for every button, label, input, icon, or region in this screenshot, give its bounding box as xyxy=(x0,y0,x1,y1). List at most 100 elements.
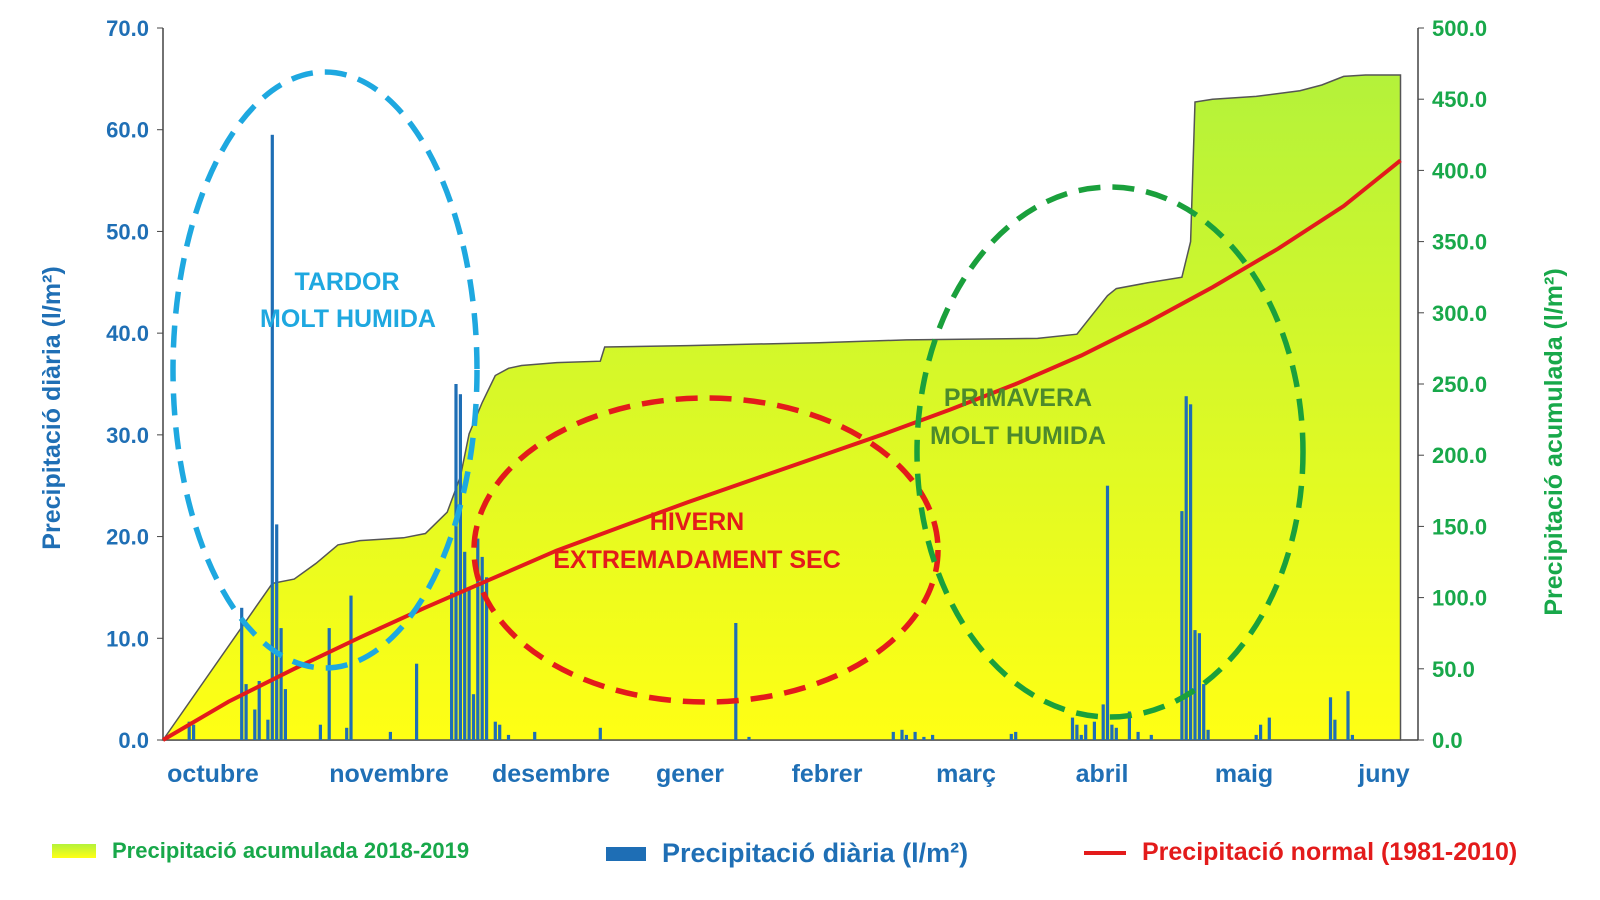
legend-accumulated-label: Precipitació acumulada 2018-2019 xyxy=(112,838,470,863)
left-axis-ticks: 0.0 10.0 20.0 30.0 40.0 50.0 60.0 70.0 xyxy=(106,16,163,753)
daily-bar xyxy=(266,719,270,740)
right-tick-label: 50.0 xyxy=(1432,657,1475,682)
right-tick-label: 400.0 xyxy=(1432,158,1487,183)
autumn-ellipse xyxy=(170,69,480,671)
daily-bar xyxy=(1202,684,1206,740)
legend-normal-swatch xyxy=(1084,850,1126,855)
month-label: gener xyxy=(656,760,724,788)
chart: 0.0 10.0 20.0 30.0 40.0 50.0 60.0 70.0 0.0 50.0 1… xyxy=(38,16,1568,788)
right-tick-label: 500.0 xyxy=(1432,16,1487,41)
daily-bar xyxy=(1189,404,1193,740)
winter-label-line2: EXTREMADAMENT SEC xyxy=(553,546,841,574)
legend-accumulated: Precipitació acumulada 2018-2019 xyxy=(52,838,469,864)
daily-bar xyxy=(904,734,908,740)
legend-normal-label: Precipitació normal (1981-2010) xyxy=(1142,838,1518,866)
left-tick-label: 30.0 xyxy=(106,423,149,448)
legend-normal: Precipitació normal (1981-2010) xyxy=(1084,838,1517,867)
daily-bar xyxy=(913,731,917,740)
daily-bar xyxy=(1197,633,1201,740)
daily-bar xyxy=(1193,630,1197,740)
daily-bar xyxy=(1079,734,1083,740)
month-label: febrer xyxy=(792,760,863,788)
month-label: juny xyxy=(1357,760,1409,788)
daily-bar xyxy=(463,551,467,740)
month-label: octubre xyxy=(167,760,259,788)
daily-bar xyxy=(1333,719,1337,740)
daily-bars xyxy=(187,134,1354,741)
daily-bar xyxy=(1184,396,1188,740)
autumn-label-line1: TARDOR xyxy=(294,268,399,296)
daily-bar xyxy=(345,727,349,740)
daily-bar xyxy=(1114,727,1118,740)
month-label: maig xyxy=(1215,760,1273,788)
month-label: abril xyxy=(1076,760,1129,788)
winter-label-line1: HIVERN xyxy=(650,508,744,536)
daily-bar xyxy=(318,724,322,740)
daily-bar xyxy=(275,524,279,740)
daily-bar xyxy=(598,727,602,740)
daily-bar xyxy=(270,134,274,741)
daily-bar xyxy=(922,736,926,740)
spring-label-line2: MOLT HUMIDA xyxy=(930,422,1106,450)
daily-bar xyxy=(1105,485,1110,740)
month-label: desembre xyxy=(492,760,610,788)
daily-bar xyxy=(458,394,462,740)
left-axis-title: Precipitació diària (l/m²) xyxy=(38,266,66,549)
daily-bar xyxy=(485,577,489,740)
month-label: març xyxy=(936,760,996,788)
right-tick-label: 450.0 xyxy=(1432,87,1487,112)
daily-bar xyxy=(1136,731,1140,740)
left-tick-label: 50.0 xyxy=(106,219,149,244)
right-axis-title: Precipitació acumulada (l/m²) xyxy=(1540,268,1568,615)
right-axis-ticks: 0.0 50.0 100.0 150.0 200.0 250.0 300.0 350.0 400… xyxy=(1418,16,1487,753)
daily-bar xyxy=(1075,724,1079,740)
daily-bar xyxy=(747,736,751,740)
daily-bar xyxy=(493,721,497,740)
daily-bar xyxy=(480,556,484,740)
left-tick-label: 60.0 xyxy=(106,118,149,143)
daily-bar xyxy=(187,721,191,740)
right-tick-label: 350.0 xyxy=(1432,230,1487,255)
right-tick-label: 200.0 xyxy=(1432,443,1487,468)
daily-bar xyxy=(388,731,392,740)
daily-bar xyxy=(1084,724,1088,740)
daily-bar xyxy=(476,538,480,740)
legend-daily-label: Precipitació diària (l/m²) xyxy=(662,838,969,868)
left-tick-label: 10.0 xyxy=(106,626,149,651)
month-labels: octubre novembre desembre gener febrer març ab… xyxy=(167,760,1410,788)
daily-bar xyxy=(1009,733,1013,740)
right-tick-label: 0.0 xyxy=(1432,728,1463,753)
daily-bar xyxy=(1070,717,1075,740)
left-tick-label: 0.0 xyxy=(118,728,149,753)
daily-bar xyxy=(498,724,502,740)
daily-bar xyxy=(327,628,331,740)
daily-bar xyxy=(1267,717,1271,740)
winter-ellipse xyxy=(471,395,941,705)
daily-bar xyxy=(349,595,353,740)
daily-bar xyxy=(1259,724,1263,740)
daily-bar xyxy=(244,684,248,740)
spring-ellipse xyxy=(914,184,1306,720)
daily-bar xyxy=(240,607,244,740)
daily-bar xyxy=(1014,731,1018,740)
daily-bar xyxy=(1110,724,1114,740)
left-tick-label: 20.0 xyxy=(106,525,149,550)
daily-bar xyxy=(454,384,458,740)
daily-bar xyxy=(1328,697,1333,740)
daily-bar xyxy=(900,729,904,740)
daily-bar xyxy=(1101,704,1105,740)
daily-bar xyxy=(734,623,738,740)
daily-bar xyxy=(1206,729,1210,740)
legend-daily: Precipitació diària (l/m²) xyxy=(606,838,968,869)
daily-bar xyxy=(415,663,419,740)
daily-bar xyxy=(279,628,283,740)
daily-bar xyxy=(1149,734,1153,740)
daily-bar xyxy=(471,694,476,740)
daily-bar xyxy=(891,731,895,740)
daily-bar xyxy=(1092,721,1096,740)
right-tick-label: 100.0 xyxy=(1432,586,1487,611)
daily-bar xyxy=(283,689,287,740)
legend-accumulated-swatch xyxy=(52,844,96,858)
legend-daily-swatch xyxy=(606,846,646,861)
spring-label-line1: PRIMAVERA xyxy=(944,384,1092,412)
